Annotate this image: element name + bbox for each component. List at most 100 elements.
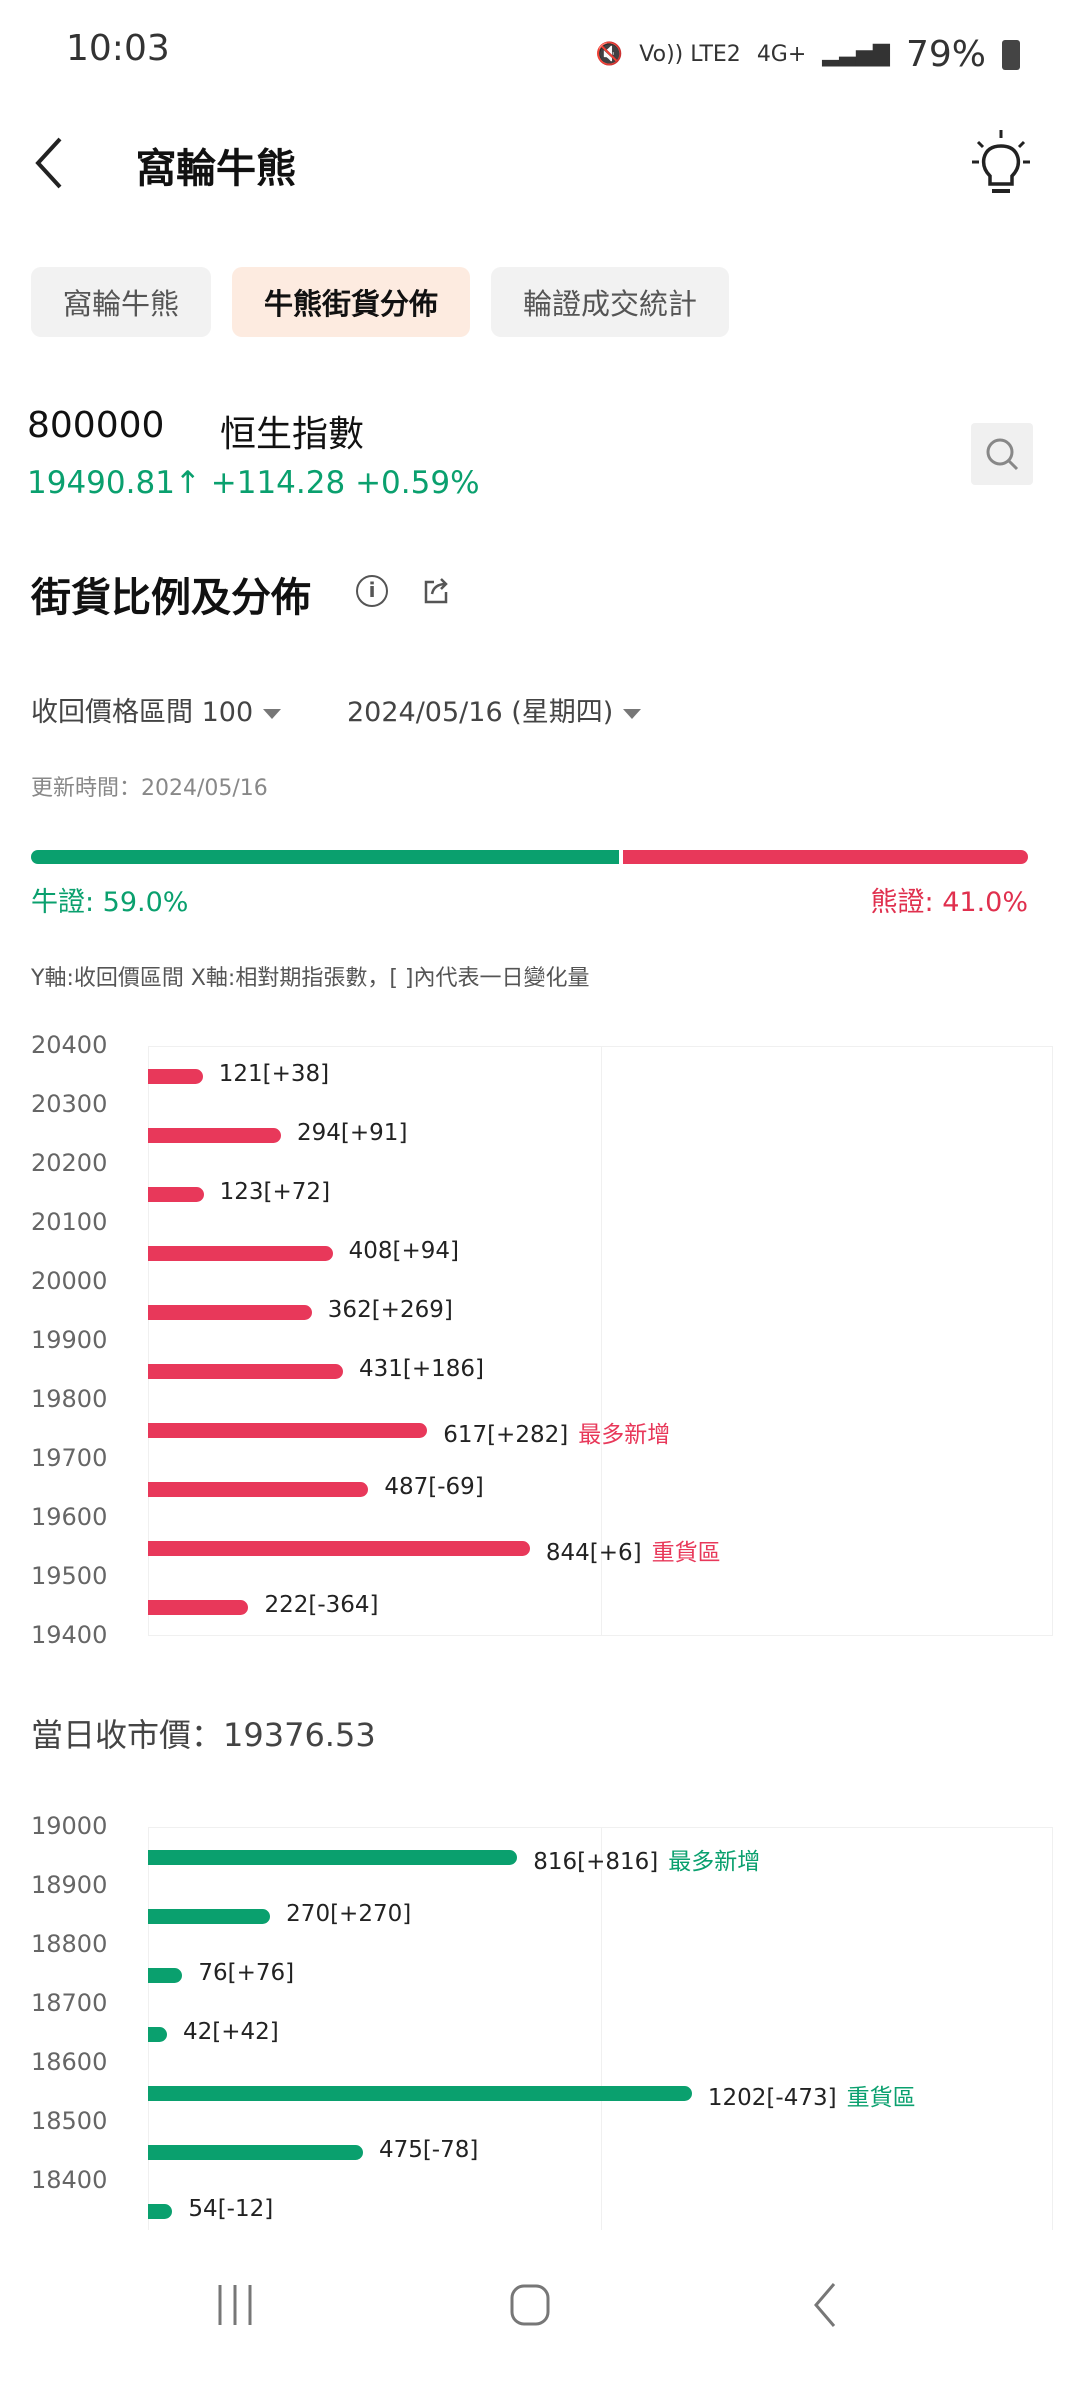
bar-label: 1202[-473] 重貨區 <box>708 2078 916 2112</box>
y-tick-label: 20400 <box>31 1031 108 1059</box>
section-title: 街貨比例及分佈 <box>31 575 311 621</box>
y-tick-label: 19600 <box>31 1503 108 1531</box>
y-tick-label: 18900 <box>31 1871 108 1899</box>
network-type: 4G+ <box>756 42 807 67</box>
mute-icon: 🔇 <box>595 42 624 67</box>
bar-label: 270[+270] <box>286 1901 411 1927</box>
stock-price: 19490.81 <box>27 465 175 501</box>
y-tick-label: 19900 <box>31 1326 108 1354</box>
bar[interactable] <box>148 2085 692 2101</box>
bar-value: 475[-78] <box>378 2136 479 2163</box>
status-bar: 10:03 🔇 Vo)) LTE2 4G+ ▂▃▅▇ 79% <box>0 28 1080 78</box>
bar-label: 294[+91] <box>297 1120 407 1146</box>
bar-label: 76[+76] <box>198 1960 294 1986</box>
bar[interactable] <box>148 1967 183 1983</box>
bar-value: 431[+186] <box>359 1355 485 1382</box>
bar-tag: 最多新增 <box>578 1421 671 1448</box>
y-tick-label: 19500 <box>31 1562 108 1590</box>
stock-change: +114.28 <box>210 465 346 501</box>
back-nav-icon[interactable] <box>810 2280 840 2330</box>
bar[interactable] <box>148 1245 333 1261</box>
y-tick-label: 19400 <box>31 1621 108 1649</box>
bar[interactable] <box>148 2144 363 2160</box>
y-tick-label: 18500 <box>31 2107 108 2135</box>
bar-tag: 重貨區 <box>651 1539 721 1566</box>
y-tick-label: 19800 <box>31 1385 108 1413</box>
bar-value: 487[-69] <box>384 1473 484 1500</box>
y-tick-label: 19000 <box>31 1812 108 1840</box>
share-icon[interactable] <box>420 574 452 606</box>
battery-icon <box>1002 39 1020 70</box>
bar-value: 362[+269] <box>327 1296 453 1323</box>
bar-label: 487[-69] <box>384 1474 483 1500</box>
y-tick-label: 18600 <box>31 2048 108 2076</box>
system-nav-bar <box>0 2230 1080 2400</box>
back-button[interactable] <box>30 135 70 191</box>
bar-value: 42[+42] <box>183 2018 279 2045</box>
lightbulb-icon[interactable] <box>970 128 1032 198</box>
date-value: 2024/05/16 (星期四) <box>347 697 614 728</box>
status-time: 10:03 <box>66 28 170 69</box>
bar-label: 222[-364] <box>264 1592 378 1618</box>
bar-value: 222[-364] <box>264 1591 379 1618</box>
bull-ratio-fill <box>31 850 620 864</box>
y-tick-label: 18700 <box>31 1989 108 2017</box>
search-button[interactable] <box>971 423 1033 485</box>
bar[interactable] <box>148 2203 173 2219</box>
y-tick-label: 20300 <box>31 1090 108 1118</box>
battery-percent: 79% <box>905 34 986 75</box>
bear-ratio-label: 熊證: 41.0% <box>870 887 1028 918</box>
y-tick-label: 20100 <box>31 1208 108 1236</box>
tab-cbbc-distribution[interactable]: 牛熊街貨分佈 <box>232 267 471 337</box>
bar[interactable] <box>148 1481 369 1497</box>
bar-value: 408[+94] <box>348 1237 459 1264</box>
bull-ratio-label: 牛證: 59.0% <box>31 887 189 918</box>
bar-label: 431[+186] <box>359 1356 484 1382</box>
y-tick-label: 18400 <box>31 2166 108 2194</box>
home-icon[interactable] <box>508 2280 552 2330</box>
bar-label: 475[-78] <box>379 2137 478 2163</box>
bar[interactable] <box>148 1908 271 1924</box>
bar[interactable] <box>148 1599 249 1615</box>
bar-label: 408[+94] <box>349 1238 459 1264</box>
bar[interactable] <box>148 1849 518 1865</box>
bar-label: 844[+6] 重貨區 <box>546 1533 721 1567</box>
bar[interactable] <box>148 1068 203 1084</box>
info-icon[interactable]: i <box>356 575 388 607</box>
tab-warrants-cbbc[interactable]: 窩輪牛熊 <box>31 267 212 337</box>
gridline <box>600 1827 602 2240</box>
bull-bear-ratio-bar <box>31 850 1028 864</box>
bear-ratio-fill <box>623 850 1028 864</box>
stock-code: 800000 <box>27 405 165 446</box>
bar[interactable] <box>148 1127 282 1143</box>
range-dropdown[interactable]: 收回價格區間 100 <box>31 690 282 729</box>
bar-label: 617[+282] 最多新增 <box>443 1415 670 1449</box>
stock-quote: 19490.81↑ +114.28 +0.59% <box>27 465 480 501</box>
bar-label: 816[+816] 最多新增 <box>533 1842 760 1876</box>
caret-down-icon <box>623 708 642 719</box>
recent-apps-icon[interactable] <box>210 2280 260 2330</box>
signal-icon: ▂▃▅▇ <box>822 42 890 67</box>
bar[interactable] <box>148 1304 312 1320</box>
stock-change-pct: +0.59% <box>355 465 480 501</box>
bar[interactable] <box>148 1422 428 1438</box>
caret-down-icon <box>263 708 282 719</box>
bar[interactable] <box>148 1363 344 1379</box>
bar[interactable] <box>148 1186 204 1202</box>
bar-value: 270[+270] <box>286 1900 412 1927</box>
bar-value: 54[-12] <box>188 2195 274 2222</box>
market-close-price: 當日收市價：19376.53 <box>31 1716 376 1754</box>
bar[interactable] <box>148 2026 167 2042</box>
tab-bar: 窩輪牛熊 牛熊街貨分佈 輪證成交統計 <box>31 267 730 337</box>
gridline <box>600 1046 602 1636</box>
status-icons: 🔇 Vo)) LTE2 4G+ ▂▃▅▇ 79% <box>596 34 1020 75</box>
tab-turnover-stats[interactable]: 輪證成交統計 <box>491 267 730 337</box>
bar-value: 76[+76] <box>198 1959 295 1986</box>
date-dropdown[interactable]: 2024/05/16 (星期四) <box>347 690 642 729</box>
bar-value: 617[+282] <box>443 1421 569 1448</box>
bar[interactable] <box>148 1540 530 1556</box>
y-tick-label: 19700 <box>31 1444 108 1472</box>
bar-label: 121[+38] <box>219 1061 329 1087</box>
update-time: 更新時間：2024/05/16 <box>31 776 268 801</box>
bar-value: 1202[-473] <box>707 2084 837 2111</box>
